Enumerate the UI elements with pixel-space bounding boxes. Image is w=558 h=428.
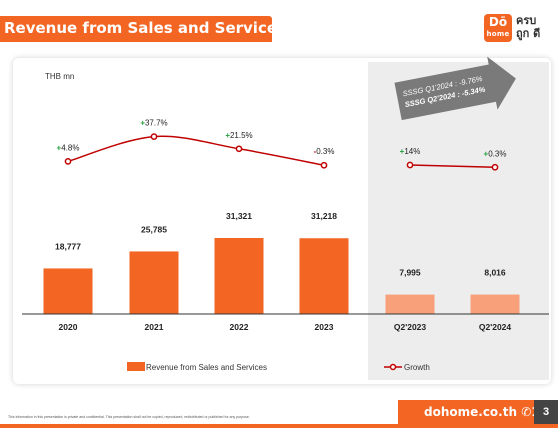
bottom-accent-line — [0, 424, 558, 428]
growth-point — [320, 161, 328, 169]
growth-point — [491, 163, 499, 171]
website-link[interactable]: dohome.co.th — [424, 405, 518, 419]
revenue-bar — [214, 238, 264, 314]
revenue-bar — [470, 294, 520, 314]
bar-value-label: 18,777 — [55, 241, 81, 251]
bar-value-label: 25,785 — [141, 224, 167, 234]
logo-slogan-line1: ครบ — [516, 14, 537, 27]
x-tick-label: Q2'2023 — [394, 322, 427, 332]
growth-label: +4.8% — [57, 143, 80, 152]
bar-value-label: 7,995 — [399, 268, 421, 278]
growth-label: +21.5% — [225, 131, 252, 140]
bar-value-label: 31,218 — [311, 211, 337, 221]
labels-layer: 18,777 2020 25,785 2021 31,321 2022 31,218 2023… — [55, 119, 511, 332]
quarter-section-bg — [368, 62, 549, 380]
revenue-bar — [385, 294, 435, 314]
growth-label: +37.7% — [140, 119, 167, 128]
x-tick-label: 2022 — [230, 322, 249, 332]
footer-disclaimer: This information in this presentation is… — [8, 415, 250, 419]
growth-point — [406, 161, 414, 169]
x-tick-label: 2021 — [145, 322, 164, 332]
logo-slogan: ครบ ถูก ดี — [516, 14, 556, 40]
legend-revenue-swatch — [127, 362, 145, 371]
revenue-bar — [299, 238, 349, 314]
revenue-bar — [129, 251, 179, 314]
legend-growth-label: Growth — [404, 363, 430, 372]
growth-line-quarterly — [409, 164, 496, 169]
legend-growth-marker — [389, 363, 397, 371]
title-bar: Revenue from Sales and Services — [0, 16, 286, 42]
revenue-bar — [43, 268, 93, 314]
legend-revenue-label: Revenue from Sales and Services — [146, 363, 267, 372]
growth-point — [235, 145, 243, 153]
logo-text-main: Dō — [488, 15, 508, 29]
growth-label: -0.3% — [314, 147, 335, 156]
growth-line-layer — [64, 133, 499, 171]
growth-point — [64, 158, 72, 165]
x-tick-label: 2023 — [315, 322, 334, 332]
dohome-logo: Dō home — [484, 14, 512, 42]
growth-point — [150, 133, 158, 140]
growth-line-annual — [67, 135, 325, 166]
bar-value-label: 31,321 — [226, 211, 252, 221]
unit-label: THB mn — [45, 72, 74, 81]
page-number: 3 — [534, 400, 558, 424]
bars-layer — [43, 238, 520, 314]
growth-label: +14% — [400, 147, 421, 156]
page-title: Revenue from Sales and Services — [4, 19, 286, 37]
logo-slogan-line2: ถูก ดี — [516, 27, 541, 40]
logo-text-sub: home — [486, 30, 510, 38]
sssg-arrow-icon — [394, 56, 516, 121]
phone-icon: ✆ — [521, 405, 532, 419]
x-tick-label: Q2'2024 — [479, 322, 512, 332]
footer-contact-bar: dohome.co.th ✆1746 — [398, 400, 558, 424]
bar-value-label: 8,016 — [484, 268, 506, 278]
growth-label: +0.3% — [484, 149, 507, 158]
x-tick-label: 2020 — [59, 322, 78, 332]
